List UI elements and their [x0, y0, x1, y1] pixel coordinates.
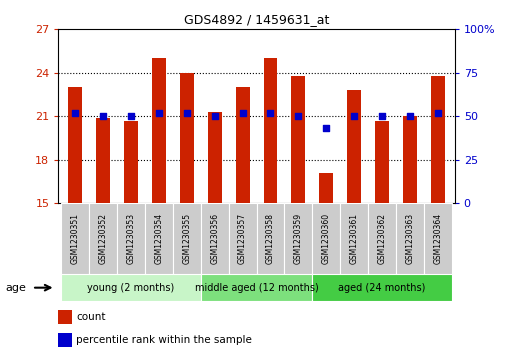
Bar [145, 203, 173, 274]
Bar [229, 203, 257, 274]
Point [350, 113, 358, 119]
Bar [424, 203, 452, 274]
Point [406, 113, 414, 119]
Bar [117, 203, 145, 274]
Bar [375, 121, 389, 203]
Text: GSM1230358: GSM1230358 [266, 213, 275, 264]
Bar [173, 203, 201, 274]
Point [239, 110, 247, 115]
Text: GSM1230354: GSM1230354 [154, 213, 164, 264]
Bar [236, 87, 249, 203]
Point [99, 113, 107, 119]
Bar [58, 310, 72, 324]
Text: GSM1230361: GSM1230361 [350, 213, 359, 264]
Bar [257, 203, 284, 274]
Bar [347, 90, 361, 203]
Text: GSM1230352: GSM1230352 [99, 213, 108, 264]
Bar [124, 121, 138, 203]
Bar [201, 274, 312, 301]
Text: percentile rank within the sample: percentile rank within the sample [76, 335, 252, 345]
Text: GSM1230364: GSM1230364 [433, 213, 442, 264]
Point [183, 110, 191, 115]
Text: middle aged (12 months): middle aged (12 months) [195, 283, 319, 293]
Text: young (2 months): young (2 months) [87, 283, 175, 293]
Point [266, 110, 274, 115]
Text: GSM1230356: GSM1230356 [210, 213, 219, 264]
Text: GSM1230360: GSM1230360 [322, 213, 331, 264]
Text: GSM1230355: GSM1230355 [182, 213, 192, 264]
Bar [68, 87, 82, 203]
Point [434, 110, 442, 115]
Bar [264, 58, 277, 203]
Point [322, 126, 330, 131]
Title: GDS4892 / 1459631_at: GDS4892 / 1459631_at [184, 13, 329, 26]
Bar [312, 203, 340, 274]
Bar [292, 76, 305, 203]
Text: GSM1230362: GSM1230362 [377, 213, 387, 264]
Text: GSM1230363: GSM1230363 [405, 213, 415, 264]
Text: count: count [76, 312, 106, 322]
Bar [320, 173, 333, 203]
Bar [403, 116, 417, 203]
Bar [208, 112, 221, 203]
Bar [61, 203, 89, 274]
Point [211, 113, 219, 119]
Text: GSM1230353: GSM1230353 [126, 213, 136, 264]
Text: GSM1230351: GSM1230351 [71, 213, 80, 264]
Text: GSM1230357: GSM1230357 [238, 213, 247, 264]
Bar [96, 118, 110, 203]
Text: aged (24 months): aged (24 months) [338, 283, 426, 293]
Point [71, 110, 79, 115]
Bar [58, 333, 72, 347]
Bar [340, 203, 368, 274]
Bar [180, 73, 194, 203]
Bar [284, 203, 312, 274]
Point [155, 110, 163, 115]
Bar [396, 203, 424, 274]
Point [127, 113, 135, 119]
Bar [201, 203, 229, 274]
Text: GSM1230359: GSM1230359 [294, 213, 303, 264]
Bar [152, 58, 166, 203]
Bar [312, 274, 452, 301]
Text: age: age [6, 283, 27, 293]
Bar [431, 76, 445, 203]
Point [378, 113, 386, 119]
Bar [89, 203, 117, 274]
Bar [61, 274, 201, 301]
Point [294, 113, 302, 119]
Bar [368, 203, 396, 274]
